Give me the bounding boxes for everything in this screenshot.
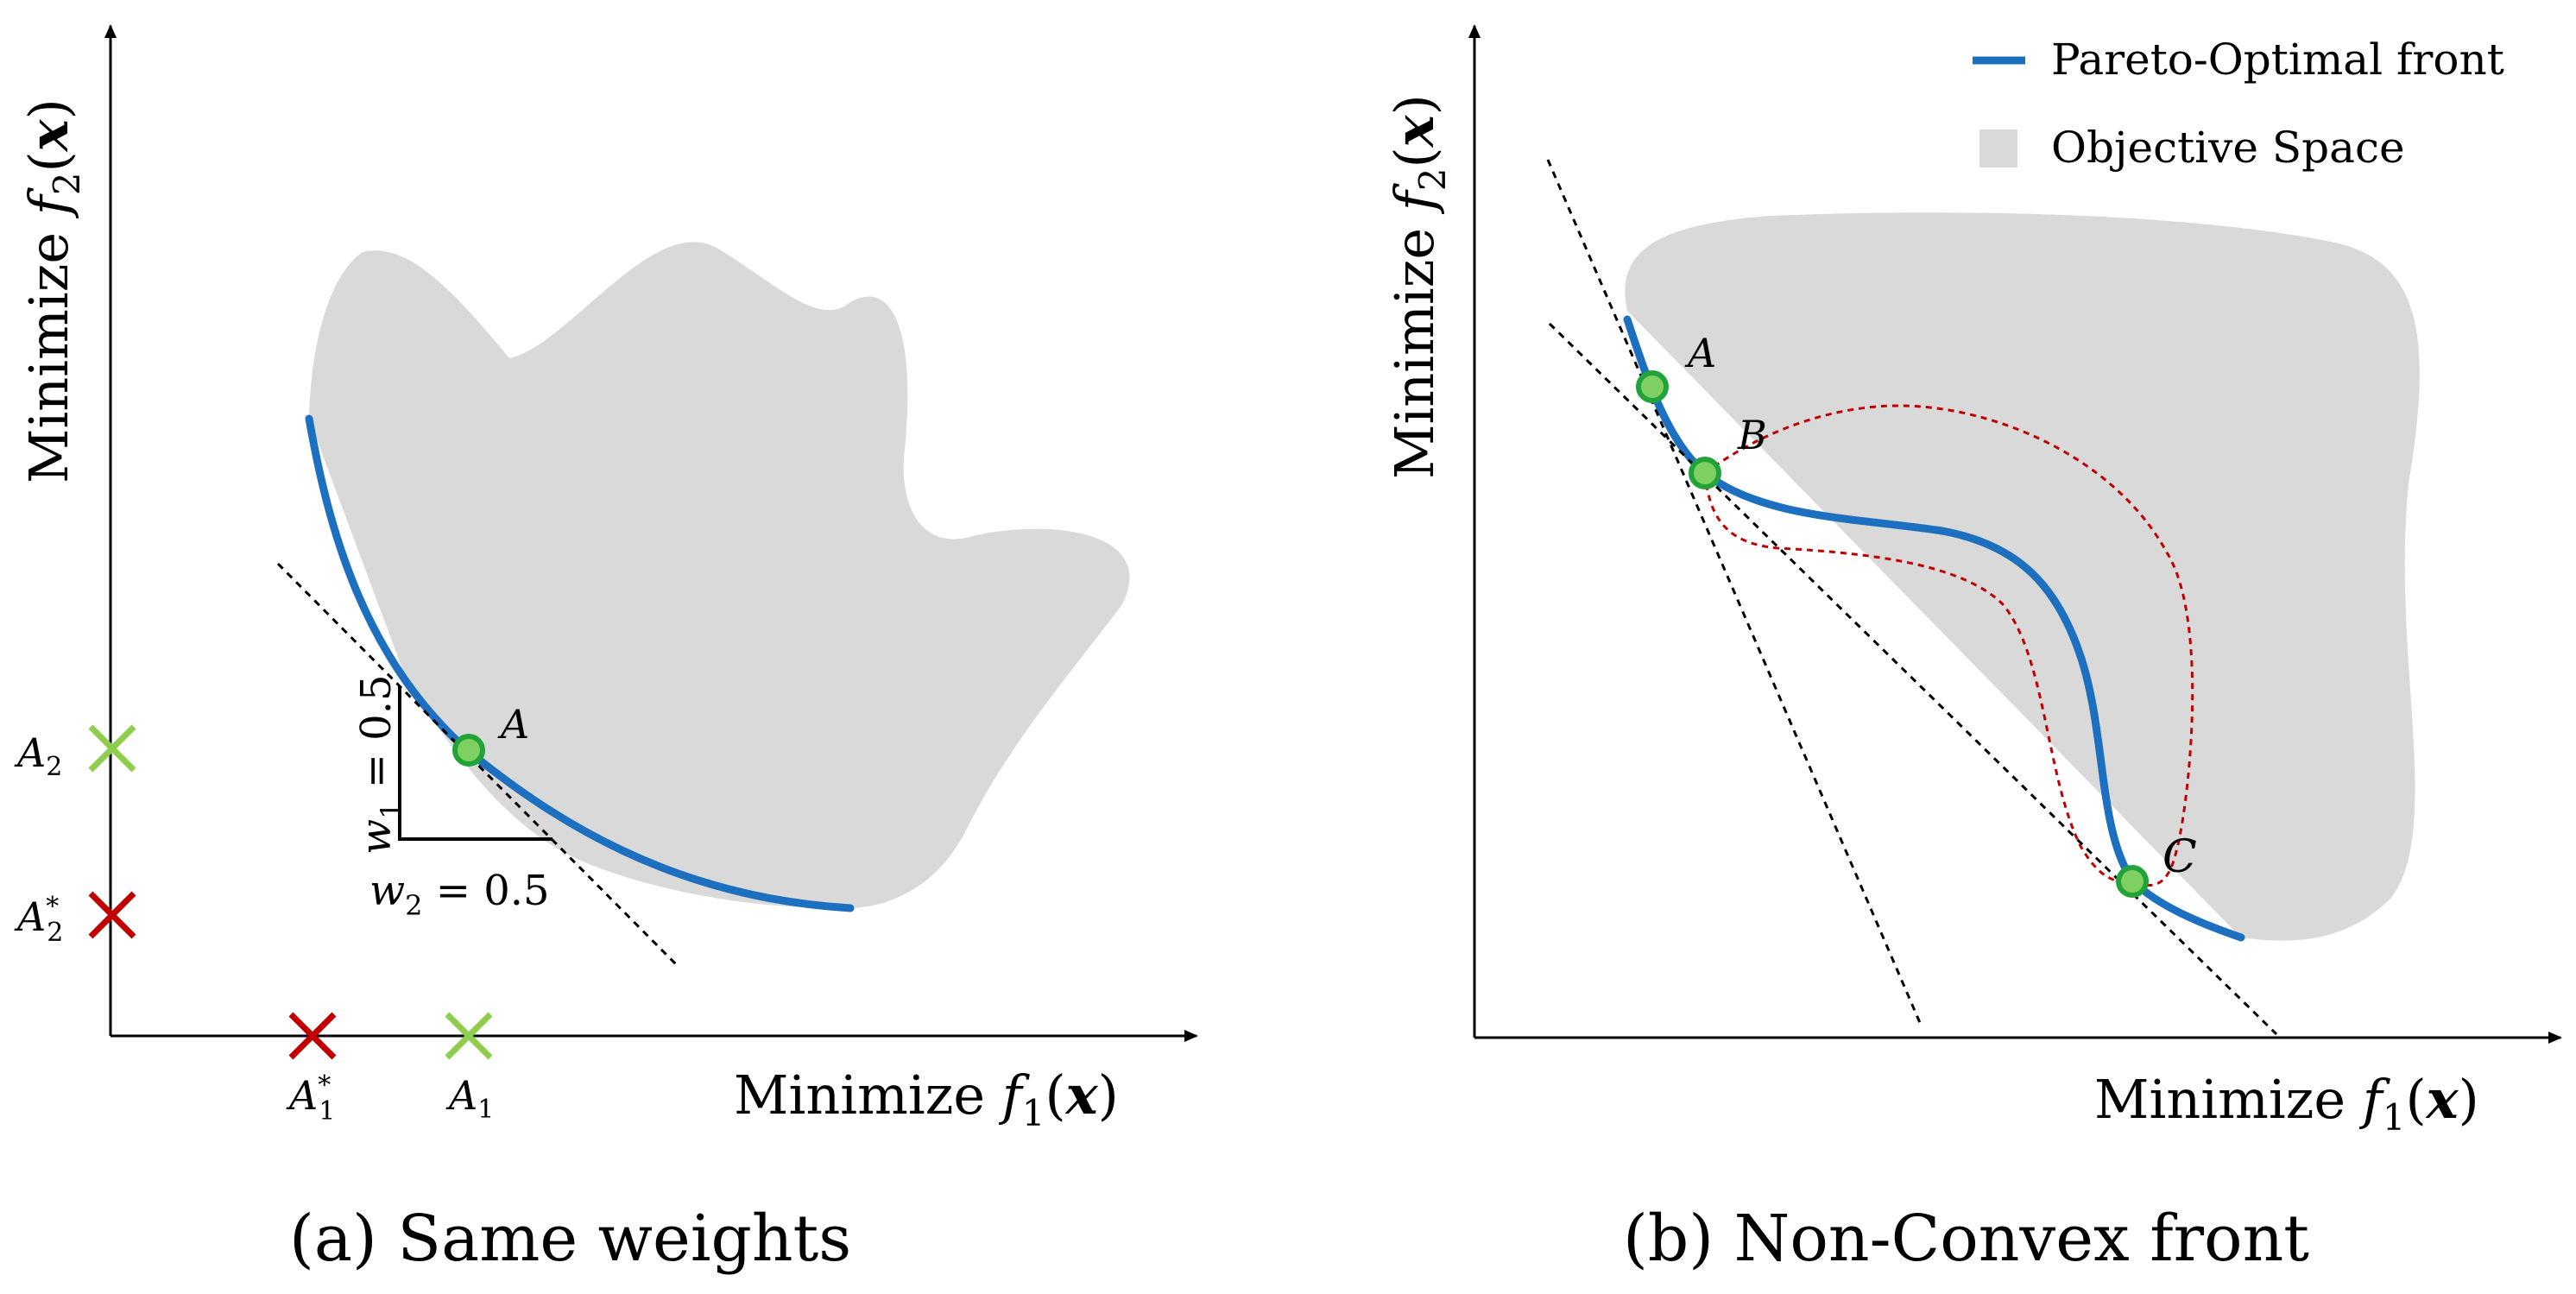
marker-a2-star-cross	[88, 891, 136, 939]
weight-triangle	[398, 686, 552, 841]
y-axis-label-a: Minimize f2(x)	[17, 98, 88, 483]
dashed-curve-lower	[1703, 472, 2133, 883]
point-a-marker-b	[1636, 370, 1669, 403]
objective-space-region-b	[1625, 212, 2420, 941]
caption-b: (b) Non-Convex front	[1623, 1202, 2309, 1276]
caption-a: (a) Same weights	[289, 1202, 851, 1276]
legend-objective-swatch	[1979, 129, 2017, 167]
point-a-marker	[452, 734, 485, 767]
tangent-line-a	[276, 562, 678, 966]
dashed-curve-upper	[1704, 404, 2194, 887]
marker-a2-star-label: A* 2	[14, 892, 63, 948]
marker-a2-label: A2	[14, 729, 62, 782]
weight-2-label: w2 = 0.5	[369, 867, 550, 922]
objective-space-region-a	[309, 242, 1130, 909]
weight-1-label: w1 = 0.5	[352, 674, 407, 855]
panel-b: A B C Minimize f1(x) Minimize f2(x) Pare…	[1383, 24, 2562, 1276]
panel-a: A w2 = 0.5 w1 = 0.5 Minimize f1(x) Minim…	[14, 24, 1198, 1276]
point-a-label: A	[497, 701, 529, 748]
tangent-line-steep	[1546, 159, 1923, 1026]
marker-a1-cross	[445, 1012, 493, 1060]
marker-a2-cross	[88, 724, 136, 773]
marker-a1-label: A1	[445, 1072, 494, 1125]
point-a-label-b: A	[1684, 330, 1716, 376]
legend: Pareto-Optimal front Objective Space	[1973, 35, 2504, 173]
legend-pareto-label: Pareto-Optimal front	[2051, 35, 2504, 85]
point-c-label: C	[2162, 831, 2197, 883]
marker-a1-star-label: A* 1	[286, 1070, 335, 1127]
tangent-line-shallow	[1548, 322, 2278, 1036]
point-b-marker	[1689, 457, 1721, 489]
legend-objective-label: Objective Space	[2051, 123, 2405, 173]
y-axis-label-b: Minimize f2(x)	[1383, 94, 1454, 479]
point-c-marker	[2116, 865, 2149, 898]
x-axis-label-b: Minimize f1(x)	[2094, 1068, 2479, 1139]
marker-a1-star-cross	[288, 1012, 337, 1060]
x-axis-label-a: Minimize f1(x)	[734, 1064, 1119, 1134]
point-b-label: B	[1737, 412, 1767, 458]
